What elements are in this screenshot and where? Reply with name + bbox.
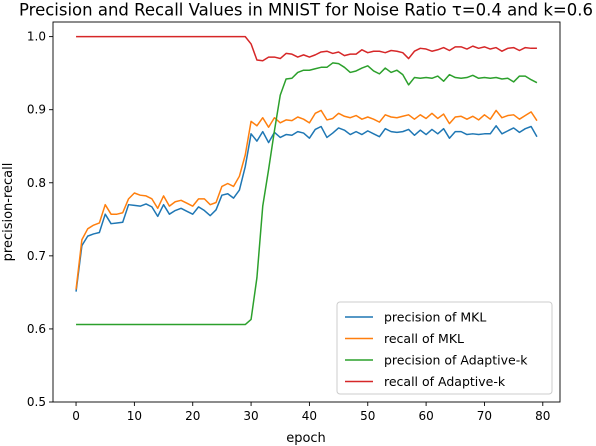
legend-label-recall-of-mkl: recall of MKL — [384, 331, 464, 346]
y-tick-label: 0.8 — [27, 176, 46, 190]
series-line-recall-of-adaptive-k — [76, 35, 537, 62]
y-tick-label: 0.7 — [27, 249, 46, 263]
y-tick-label: 1.0 — [27, 30, 46, 44]
series-layer — [75, 35, 538, 326]
series-line-precision-of-adaptive-k — [76, 62, 538, 326]
legend-label-precision-of-adaptive-k: precision of Adaptive-k — [384, 353, 528, 368]
series-line-recall-of-mkl — [75, 109, 538, 290]
legend-label-recall-of-adaptive-k: recall of Adaptive-k — [384, 374, 506, 389]
chart-title: Precision and Recall Values in MNIST for… — [19, 1, 593, 20]
y-axis-ticks: 0.5 0.6 0.7 0.8 0.9 1.0 — [27, 30, 53, 409]
y-tick-label: 0.6 — [27, 322, 46, 336]
legend: precision of MKL recall of MKL precision o… — [336, 301, 553, 395]
y-tick-label: 0.9 — [27, 103, 46, 117]
x-tick-label: 30 — [243, 409, 258, 423]
x-tick-label: 20 — [185, 409, 200, 423]
x-tick-label: 0 — [72, 409, 80, 423]
x-axis-ticks: 0 10 20 30 40 50 60 70 80 — [72, 402, 550, 423]
x-tick-label: 70 — [477, 409, 492, 423]
legend-label-precision-of-mkl: precision of MKL — [384, 310, 486, 325]
x-tick-label: 80 — [535, 409, 550, 423]
x-axis-label: epoch — [286, 431, 326, 446]
x-tick-label: 60 — [418, 409, 433, 423]
legend-box — [336, 301, 553, 395]
y-axis-label: precision-recall — [1, 163, 16, 262]
x-tick-label: 10 — [127, 409, 142, 423]
series-line-precision-of-mkl — [75, 125, 538, 292]
x-tick-label: 40 — [302, 409, 317, 423]
x-tick-label: 50 — [360, 409, 375, 423]
y-tick-label: 0.5 — [27, 395, 46, 409]
legend-items: precision of MKL recall of MKL precision o… — [345, 310, 528, 389]
